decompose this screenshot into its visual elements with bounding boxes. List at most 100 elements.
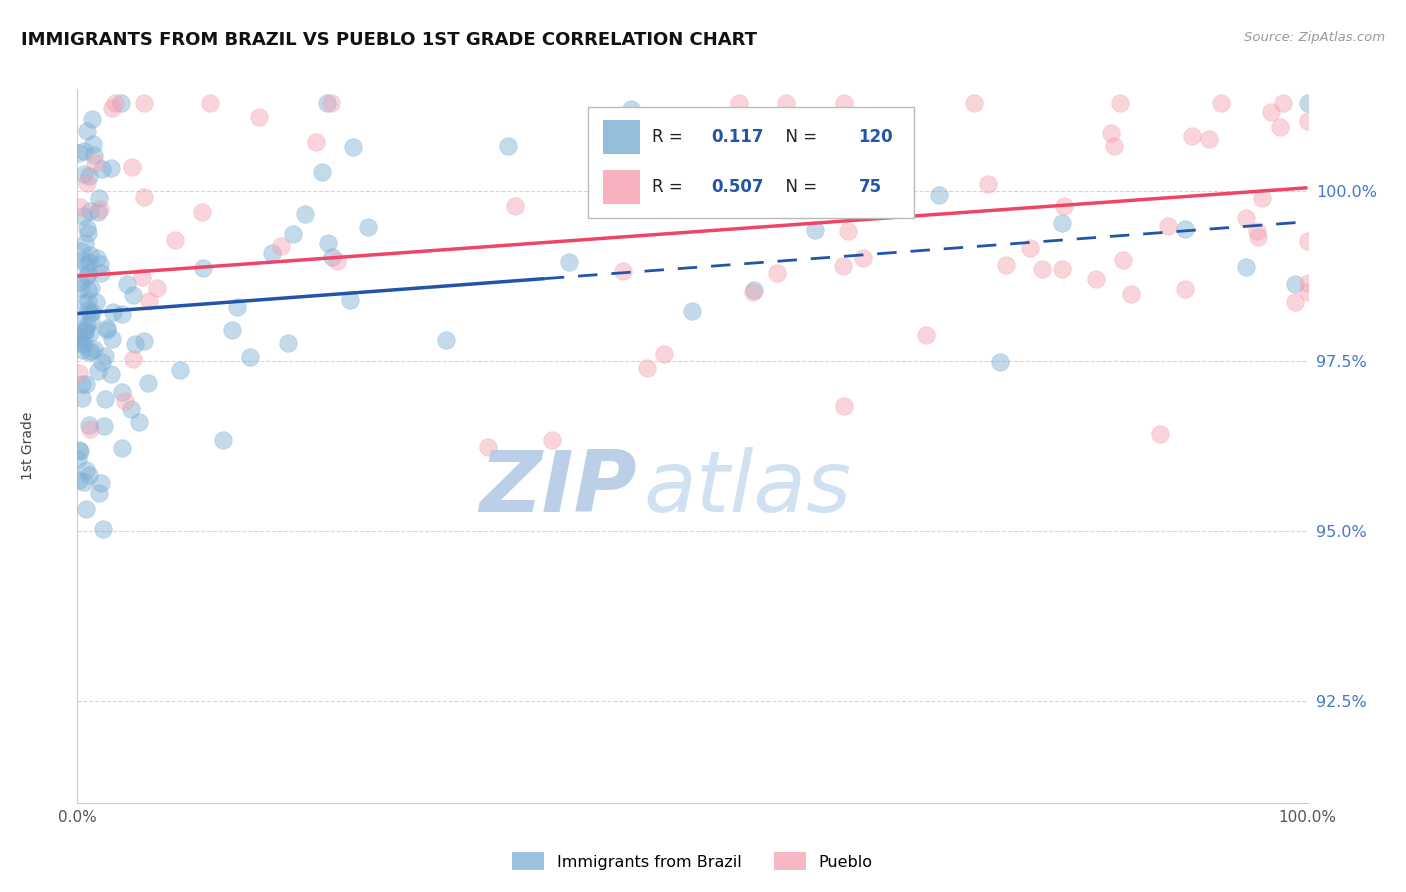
Point xyxy=(91,522,114,536)
Point xyxy=(77,266,100,280)
Point xyxy=(120,402,142,417)
Point xyxy=(1296,95,1319,110)
Point xyxy=(1099,126,1122,140)
Point xyxy=(436,333,458,347)
Point xyxy=(83,156,105,170)
Point xyxy=(342,140,364,154)
Point xyxy=(1247,230,1270,244)
Point xyxy=(212,433,235,447)
Point xyxy=(76,269,98,284)
Point xyxy=(1246,224,1268,238)
Point xyxy=(96,323,118,337)
Point xyxy=(87,486,110,500)
Point xyxy=(305,136,328,150)
Point xyxy=(128,416,150,430)
Text: IMMIGRANTS FROM BRAZIL VS PUEBLO 1ST GRADE CORRELATION CHART: IMMIGRANTS FROM BRAZIL VS PUEBLO 1ST GRA… xyxy=(21,31,756,49)
Point xyxy=(75,258,97,272)
Point xyxy=(72,329,94,343)
Point xyxy=(75,463,97,477)
Point xyxy=(249,111,271,125)
Text: N =: N = xyxy=(775,128,823,146)
Point xyxy=(75,377,97,392)
Point xyxy=(804,223,827,237)
Point xyxy=(1296,285,1319,300)
Point xyxy=(110,385,132,400)
Point xyxy=(742,285,765,300)
Point xyxy=(70,376,93,391)
Point xyxy=(834,399,856,413)
Point xyxy=(239,350,262,364)
Point xyxy=(1234,260,1257,274)
Point xyxy=(93,419,115,434)
Point xyxy=(132,334,155,348)
Point xyxy=(831,260,853,274)
Point xyxy=(1296,113,1319,128)
Point xyxy=(321,250,343,264)
Point xyxy=(1031,262,1053,277)
Point xyxy=(742,284,765,298)
Point xyxy=(191,205,214,219)
Point xyxy=(1085,272,1108,286)
Text: R =: R = xyxy=(652,128,688,146)
Point xyxy=(70,343,93,357)
Point xyxy=(131,269,153,284)
Point xyxy=(69,244,91,258)
Point xyxy=(83,148,105,162)
Point xyxy=(318,235,340,250)
Point xyxy=(80,314,103,328)
Bar xyxy=(603,120,640,154)
Point xyxy=(67,316,90,330)
Point xyxy=(477,440,499,454)
Point xyxy=(79,248,101,262)
Point xyxy=(1260,105,1282,120)
Point xyxy=(1053,198,1076,212)
Point xyxy=(79,422,101,436)
Point xyxy=(67,366,90,380)
Point xyxy=(101,102,124,116)
Point xyxy=(1174,282,1197,296)
Point xyxy=(558,255,581,269)
Point xyxy=(76,318,98,333)
Point xyxy=(963,95,986,110)
Point xyxy=(77,468,100,483)
Point xyxy=(91,354,114,368)
Point xyxy=(103,305,125,319)
Point xyxy=(79,254,101,268)
Point xyxy=(84,295,107,310)
Text: ZIP: ZIP xyxy=(479,447,637,531)
Point xyxy=(96,320,118,334)
Point xyxy=(321,95,343,110)
Point xyxy=(77,169,100,183)
Point xyxy=(91,161,114,176)
Point xyxy=(882,198,904,212)
Point xyxy=(121,352,143,367)
Point xyxy=(83,342,105,356)
Point xyxy=(114,393,136,408)
Point xyxy=(326,253,349,268)
Point xyxy=(89,191,111,205)
Point xyxy=(1174,221,1197,235)
Text: 0.507: 0.507 xyxy=(711,178,763,196)
Point xyxy=(124,337,146,351)
Point xyxy=(67,145,90,160)
Point xyxy=(191,261,214,276)
Point xyxy=(682,177,704,191)
Point xyxy=(682,304,704,318)
Point xyxy=(136,376,159,391)
Point xyxy=(101,333,124,347)
Point xyxy=(976,177,998,191)
Point xyxy=(70,253,93,268)
Legend: Immigrants from Brazil, Pueblo: Immigrants from Brazil, Pueblo xyxy=(506,846,879,877)
Point xyxy=(77,302,100,317)
Point xyxy=(94,349,117,363)
Point xyxy=(1018,241,1040,255)
Point xyxy=(163,233,186,247)
Point xyxy=(100,161,122,176)
Point xyxy=(277,335,299,350)
Point xyxy=(1284,295,1306,310)
Point xyxy=(69,444,91,458)
Point xyxy=(1296,276,1319,290)
Point xyxy=(82,137,104,152)
Point xyxy=(111,442,134,456)
Point xyxy=(620,102,643,116)
